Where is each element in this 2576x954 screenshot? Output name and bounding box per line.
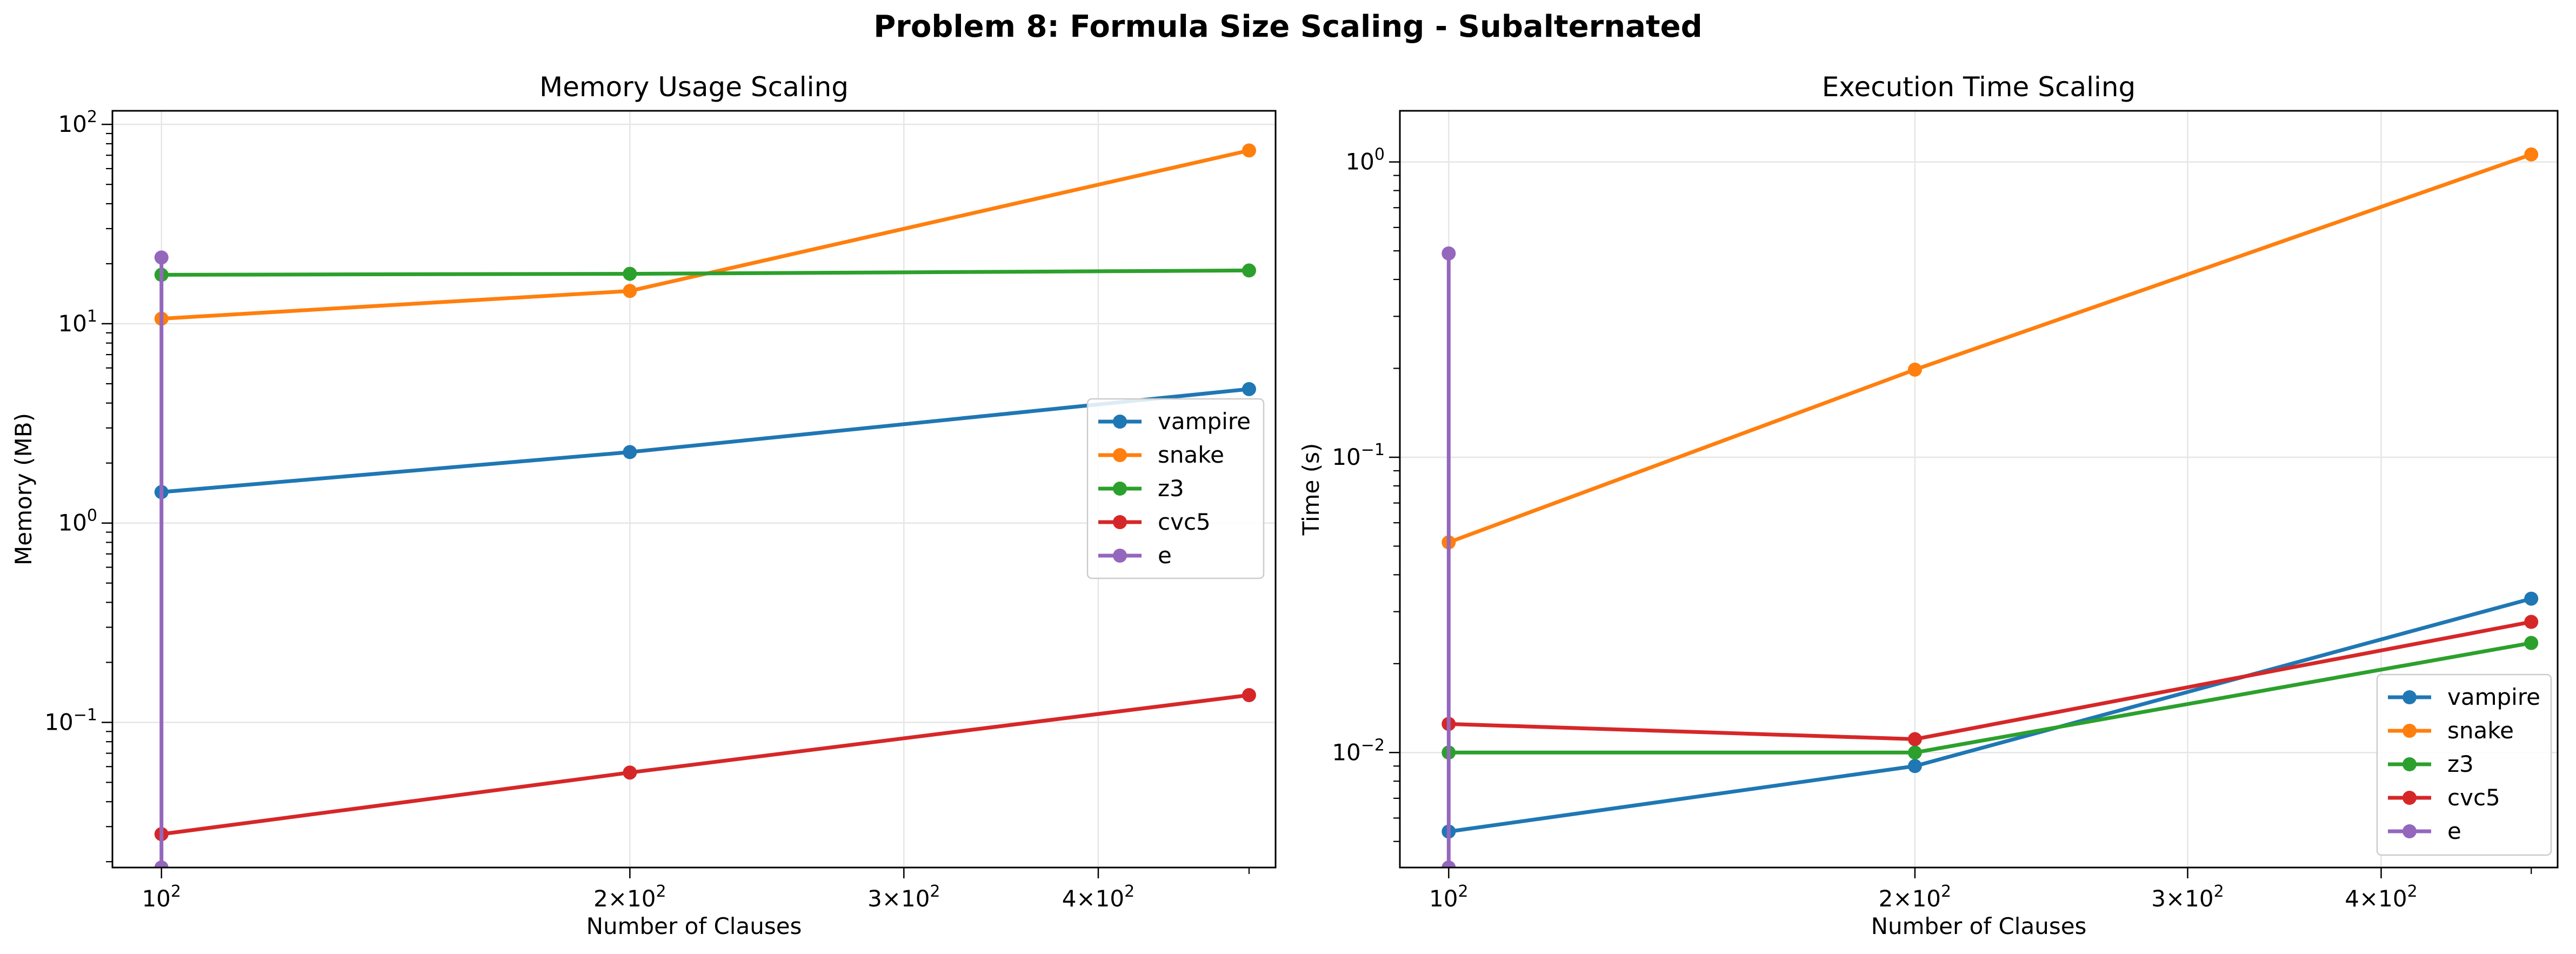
legend-label: snake bbox=[1158, 442, 1224, 468]
legend-swatch-marker bbox=[1113, 415, 1127, 429]
legend-swatch-marker bbox=[2403, 824, 2417, 838]
x-tick-label: 3×102 bbox=[2151, 882, 2224, 912]
legend-label: z3 bbox=[2447, 751, 2474, 777]
data-point-snake bbox=[1242, 143, 1256, 158]
legend-swatch-marker bbox=[1113, 515, 1127, 529]
legend: vampire snake z3 cvc5 e bbox=[2376, 673, 2552, 856]
minor-ticks bbox=[1393, 175, 2532, 874]
data-point-cvc5 bbox=[623, 765, 637, 780]
series-group bbox=[154, 143, 1256, 868]
data-point-vampire bbox=[1242, 382, 1256, 396]
legend-label: e bbox=[2447, 818, 2461, 844]
data-point-cvc5 bbox=[1242, 688, 1256, 703]
legend-label: cvc5 bbox=[2447, 784, 2500, 811]
data-point-snake bbox=[623, 284, 637, 298]
x-tick-label: 3×102 bbox=[867, 882, 940, 912]
x-axis-label: Number of Clauses bbox=[1871, 913, 2087, 939]
legend-swatch-marker bbox=[1113, 448, 1127, 462]
minor-ticks bbox=[106, 132, 1250, 874]
x-tick-label: 4×102 bbox=[1062, 882, 1134, 912]
plot-title: Execution Time Scaling bbox=[1822, 71, 2136, 103]
y-tick-label: 101 bbox=[58, 307, 97, 337]
y-tick-label: 10−1 bbox=[1332, 441, 1385, 470]
legend-box bbox=[2376, 673, 2552, 856]
legend-swatch-marker bbox=[2403, 690, 2417, 704]
plot-title: Memory Usage Scaling bbox=[539, 71, 849, 103]
data-point-snake bbox=[2524, 147, 2539, 162]
data-point-e bbox=[154, 250, 169, 265]
data-point-z3 bbox=[623, 266, 637, 281]
legend-swatch-marker bbox=[1113, 549, 1127, 563]
legend-label: z3 bbox=[1158, 475, 1184, 502]
grid bbox=[112, 111, 1276, 868]
legend-label: vampire bbox=[1158, 408, 1251, 435]
legend-label: snake bbox=[2447, 717, 2514, 744]
legend-swatch-marker bbox=[2403, 791, 2417, 805]
data-point-z3 bbox=[1242, 263, 1256, 278]
legend-label: cvc5 bbox=[1158, 509, 1211, 535]
x-tick-label: 2×102 bbox=[1879, 882, 1951, 912]
y-tick-label: 10−1 bbox=[44, 705, 97, 735]
data-point-z3 bbox=[2524, 636, 2539, 650]
data-point-e bbox=[1442, 246, 1456, 261]
x-tick-label: 4×102 bbox=[2345, 882, 2417, 912]
series-group bbox=[1442, 147, 2539, 868]
data-point-cvc5 bbox=[2524, 615, 2539, 629]
y-axis-label: Time (s) bbox=[1298, 443, 1324, 536]
data-point-e bbox=[1442, 860, 1456, 868]
legend-box bbox=[1086, 398, 1265, 579]
axes-frame bbox=[111, 110, 1277, 869]
y-axis-label: Memory (MB) bbox=[10, 413, 37, 565]
data-point-snake bbox=[1907, 362, 1922, 377]
legend-swatch-marker bbox=[2403, 757, 2417, 771]
data-point-z3 bbox=[1907, 745, 1922, 760]
data-point-e bbox=[154, 860, 169, 868]
data-point-vampire bbox=[623, 445, 637, 459]
figure-suptitle: Problem 8: Formula Size Scaling - Subalt… bbox=[873, 9, 1703, 44]
axes-frame bbox=[1399, 110, 2559, 869]
legend-label: vampire bbox=[2447, 684, 2540, 710]
x-tick-label: 2×102 bbox=[593, 882, 666, 912]
legend-swatch-marker bbox=[1113, 482, 1127, 496]
data-point-cvc5 bbox=[1907, 732, 1922, 746]
legend-label: e bbox=[1158, 542, 1172, 569]
data-point-vampire bbox=[1907, 759, 1922, 773]
legend-swatch-marker bbox=[2403, 724, 2417, 738]
data-point-vampire bbox=[2524, 591, 2539, 606]
x-axis-label: Number of Clauses bbox=[586, 913, 802, 939]
legend: vampire snake z3 cvc5 e bbox=[1086, 398, 1265, 579]
